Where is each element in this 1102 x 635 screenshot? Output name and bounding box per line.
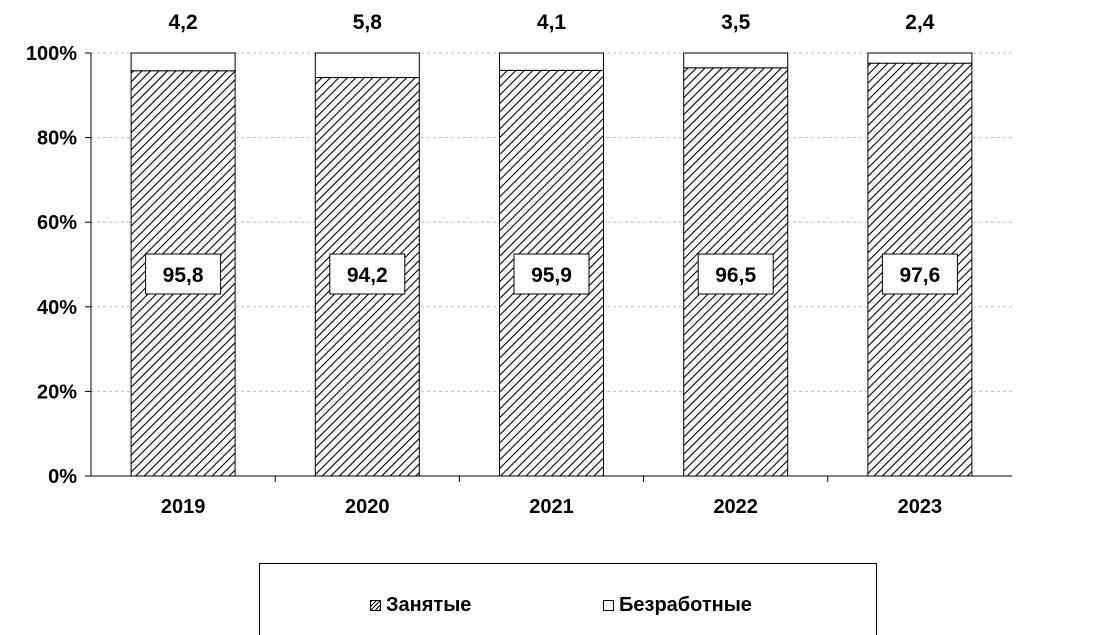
- y-tick-label: 100%: [26, 43, 77, 65]
- hatch-swatch-icon: [370, 600, 381, 611]
- x-tick-label: 2023: [898, 496, 943, 518]
- legend-label-unemployed: Безработные: [619, 594, 752, 616]
- legend: Занятые Безработные: [259, 563, 877, 635]
- white-swatch-icon: [603, 600, 614, 611]
- y-tick-label: 80%: [37, 128, 77, 150]
- x-tick-label: 2020: [345, 496, 390, 518]
- data-label-box: [329, 253, 406, 295]
- data-label-box: [697, 253, 774, 295]
- bar-unemployed: [683, 52, 789, 69]
- data-label-unemployed: 2,4: [905, 11, 935, 34]
- legend-item-employed: Занятые: [370, 594, 471, 617]
- data-label-unemployed: 5,8: [353, 11, 383, 34]
- data-label-unemployed: 4,2: [168, 11, 197, 34]
- data-label-employed: 97,6: [899, 264, 940, 287]
- data-label-employed: 95,8: [163, 264, 204, 287]
- x-tick-label: 2021: [529, 496, 574, 518]
- y-tick-label: 20%: [37, 381, 77, 403]
- y-tick-label: 60%: [37, 212, 77, 234]
- chart-canvas: 0% 20% 40% 60% 80% 100% 2019 2020 2021 2022 2023 4…: [26, 11, 1012, 518]
- data-label-box: [145, 253, 222, 295]
- data-label-box: [881, 253, 958, 295]
- data-label-employed: 94,2: [347, 264, 388, 287]
- data-labels: 4,2 95,8 5,8 94,2 4,1 95,9 3,5 96,5 2,4 97,6: [145, 11, 958, 295]
- x-tick-label: 2019: [161, 496, 206, 518]
- data-label-employed: 96,5: [715, 264, 756, 287]
- y-tick-label: 40%: [37, 297, 77, 319]
- bar-unemployed: [499, 52, 604, 71]
- data-label-employed: 95,9: [531, 264, 572, 287]
- axes: 0% 20% 40% 60% 80% 100% 2019 2020 2021 2022 2023: [26, 43, 1012, 518]
- legend-item-unemployed: Безработные: [603, 594, 752, 617]
- bar-unemployed: [130, 52, 236, 72]
- bar-unemployed: [867, 52, 973, 64]
- legend-label-employed: Занятые: [386, 594, 472, 616]
- data-label-unemployed: 3,5: [721, 11, 751, 34]
- data-label-unemployed: 4,1: [537, 11, 567, 34]
- y-tick-label: 0%: [48, 466, 77, 488]
- data-label-box: [513, 253, 590, 295]
- bar-unemployed: [314, 52, 420, 79]
- x-tick-label: 2022: [713, 496, 758, 518]
